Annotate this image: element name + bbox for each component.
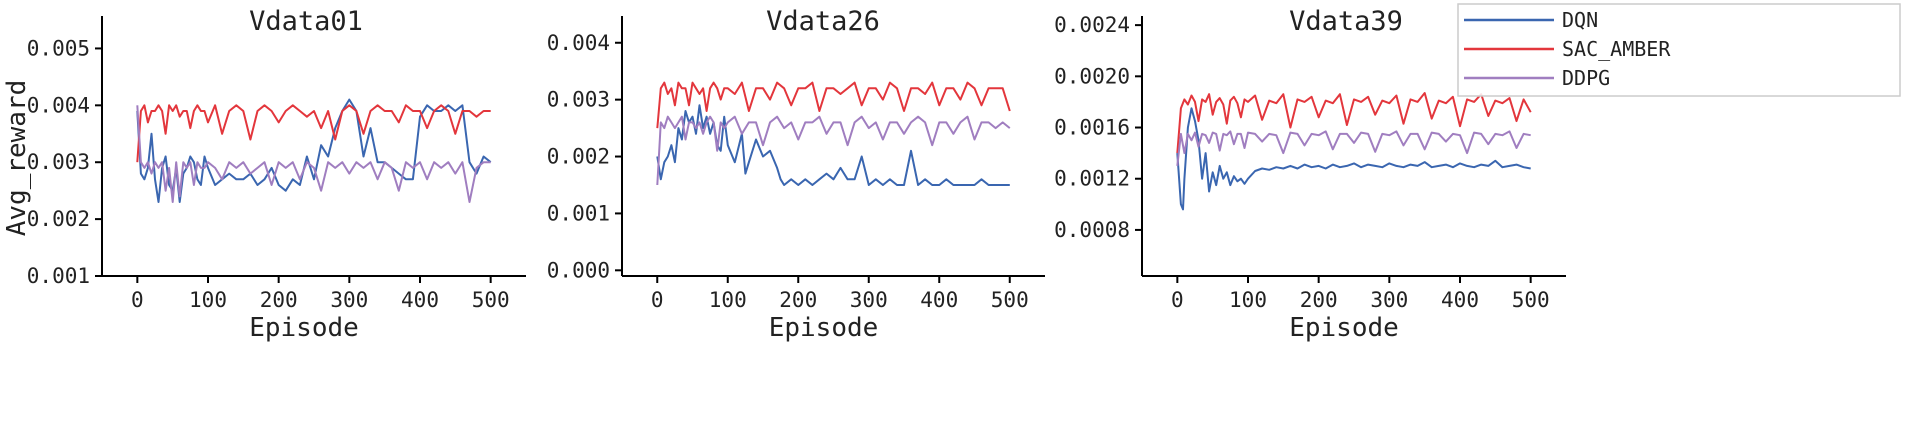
y-tick-label: 0.001 <box>547 201 610 225</box>
x-tick-label: 0 <box>131 288 144 312</box>
series-line-sac-amber <box>656 81 1011 129</box>
x-tick-label: 500 <box>991 288 1029 312</box>
x-tick-label: 100 <box>709 288 747 312</box>
y-axis-label: Avg_reward <box>2 80 32 237</box>
legend-item-ddpg: DDPG <box>1464 66 1610 90</box>
x-tick-label: 400 <box>401 288 439 312</box>
y-tick-label: 0.002 <box>547 145 610 169</box>
y-tick-label: 0.004 <box>27 93 90 117</box>
panel-vdata26: Vdata26 0.000 0.001 0.002 0.003 0.004 0 100 200 3… <box>547 6 1045 343</box>
x-tick-label: 500 <box>472 288 510 312</box>
legend-item-dqn: DQN <box>1464 8 1598 32</box>
y-tick-label: 0.0012 <box>1054 167 1130 191</box>
x-axis-label: Episode <box>769 313 879 343</box>
x-tick-label: 100 <box>1229 288 1267 312</box>
x-tick-label: 200 <box>1300 288 1338 312</box>
legend-label: SAC_AMBER <box>1562 37 1671 61</box>
y-tick-label: 0.004 <box>547 31 610 55</box>
y-tick-label: 0.000 <box>547 258 610 282</box>
x-tick-label: 500 <box>1512 288 1550 312</box>
x-axis-label: Episode <box>1289 313 1399 343</box>
x-tick-label: 0 <box>651 288 664 312</box>
panel-vdata01: Vdata01 0.001 0.002 0.003 0.004 0.005 0 100 200 3… <box>27 6 526 343</box>
x-tick-label: 300 <box>330 288 368 312</box>
x-axis-label: Episode <box>249 313 359 343</box>
series-line-dqn <box>136 98 492 203</box>
panel-title: Vdata39 <box>1289 6 1403 37</box>
legend-label: DQN <box>1562 8 1598 32</box>
series-line-ddpg <box>136 105 491 203</box>
x-tick-label: 300 <box>1370 288 1408 312</box>
series-line-ddpg <box>656 115 1011 186</box>
y-tick-label: 0.003 <box>27 150 90 174</box>
x-tick-label: 400 <box>1441 288 1479 312</box>
y-tick-label: 0.0008 <box>1054 218 1130 242</box>
y-tick-label: 0.0016 <box>1054 116 1130 140</box>
series-line-ddpg <box>1176 130 1531 167</box>
series-line-sac-amber <box>136 104 491 163</box>
y-tick-label: 0.002 <box>27 207 90 231</box>
legend-item-sac-amber: SAC_AMBER <box>1464 37 1671 61</box>
y-tick-label: 0.0024 <box>1054 13 1130 37</box>
y-tick-label: 0.005 <box>27 36 90 60</box>
x-tick-label: 0 <box>1171 288 1184 312</box>
x-tick-label: 200 <box>779 288 817 312</box>
panel-vdata39: Vdata39 0.0008 0.0012 0.0016 0.0020 0.0024 0 10… <box>1054 6 1566 343</box>
series-line-sac-amber <box>1176 92 1532 154</box>
panel-title: Vdata01 <box>249 6 363 37</box>
legend-label: DDPG <box>1562 66 1610 90</box>
y-tick-label: 0.003 <box>547 88 610 112</box>
y-tick-label: 0.0020 <box>1054 64 1130 88</box>
y-tick-label: 0.001 <box>27 264 90 288</box>
panel-title: Vdata26 <box>766 6 880 37</box>
x-tick-label: 400 <box>920 288 958 312</box>
x-tick-label: 300 <box>850 288 888 312</box>
x-tick-label: 200 <box>260 288 298 312</box>
series-line-dqn <box>1176 107 1531 211</box>
x-tick-label: 100 <box>189 288 227 312</box>
legend: DQN SAC_AMBER DDPG <box>1457 3 1901 97</box>
